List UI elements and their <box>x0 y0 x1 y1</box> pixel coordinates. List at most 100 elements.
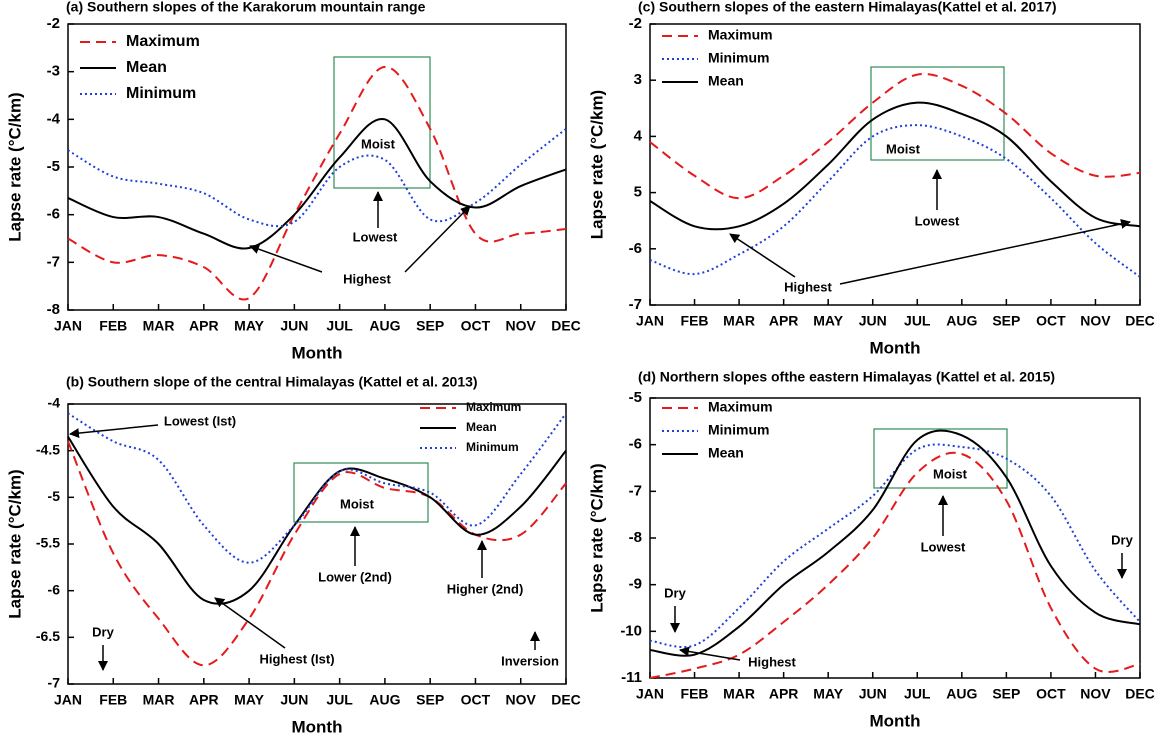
y-tick-label: -5 <box>47 158 60 175</box>
x-axis-label: Month <box>292 343 343 362</box>
x-tick-label: SEP <box>416 318 444 334</box>
legend-label: Mean <box>708 445 744 461</box>
x-tick-label: SEP <box>992 313 1020 329</box>
x-tick-label: JAN <box>636 686 664 702</box>
annotation: Moist <box>933 466 968 481</box>
arrow <box>729 233 796 278</box>
y-tick-label: -5 <box>48 488 61 504</box>
x-tick-label: NOV <box>1080 686 1111 702</box>
series-line <box>649 101 1141 231</box>
y-tick-label: -6 <box>47 206 60 223</box>
x-tick-label: SEP <box>416 692 444 708</box>
y-tick-label: -8 <box>47 301 60 318</box>
x-tick-label: JUN <box>280 318 308 334</box>
series-line <box>649 429 1141 657</box>
y-tick-label: -7 <box>47 253 60 270</box>
x-tick-label: DEC <box>551 692 581 708</box>
annotation: Lowest <box>353 229 398 244</box>
arrow <box>404 205 471 273</box>
series-line <box>67 412 567 564</box>
x-tick-label: JUL <box>904 686 931 702</box>
arrow <box>249 244 323 273</box>
series-line <box>67 128 567 228</box>
legend-label: Minimum <box>708 50 769 66</box>
x-tick-label: MAR <box>143 318 175 334</box>
x-tick-label: AUG <box>369 692 400 708</box>
y-tick-label: -4.5 <box>36 441 60 457</box>
x-tick-label: APR <box>189 692 219 708</box>
x-tick-label: NOV <box>1080 313 1111 329</box>
legend-label: Mean <box>126 59 167 76</box>
x-tick-label: OCT <box>461 692 491 708</box>
x-tick-label: JAN <box>54 318 82 334</box>
arrow <box>214 597 286 649</box>
y-tick-label: -2 <box>629 15 642 32</box>
series-line <box>649 443 1141 649</box>
x-tick-label: FEB <box>99 318 127 334</box>
legend-label: Minimum <box>708 422 769 438</box>
y-tick-label: -3 <box>47 63 60 80</box>
annotation: Lowest <box>915 213 960 228</box>
series-line <box>67 436 567 605</box>
x-tick-label: AUG <box>946 686 977 702</box>
x-tick-label: JUL <box>326 692 353 708</box>
x-tick-label: APR <box>769 313 799 329</box>
y-tick-label: -4 <box>47 110 61 127</box>
y-tick-label: -6 <box>48 581 61 597</box>
y-tick-label: -5.5 <box>36 535 60 551</box>
x-tick-label: JUN <box>859 686 887 702</box>
legend-label: Maximum <box>126 33 200 50</box>
x-tick-label: OCT <box>461 318 491 334</box>
x-tick-label: MAY <box>813 686 843 702</box>
x-tick-label: OCT <box>1036 313 1066 329</box>
x-tick-label: AUG <box>946 313 977 329</box>
legend-label: Maximum <box>466 400 521 414</box>
x-tick-label: OCT <box>1036 686 1066 702</box>
annotation: Lowest <box>921 539 966 554</box>
x-tick-label: APR <box>769 686 799 702</box>
arrow <box>839 218 1131 285</box>
annotation: Moist <box>340 496 375 511</box>
x-tick-label: JAN <box>54 692 82 708</box>
moist-box <box>870 66 1005 161</box>
arrow <box>679 646 741 661</box>
y-tick-label: -5 <box>629 389 642 406</box>
chart-title: (c) Southern slopes of the eastern Himal… <box>638 0 1057 15</box>
y-tick-label: -11 <box>621 669 642 686</box>
chart-title: (a) Southern slopes of the Karakorum mou… <box>66 0 426 15</box>
x-tick-label: JAN <box>636 313 664 329</box>
legend-label: Mean <box>708 73 744 89</box>
x-tick-label: FEB <box>681 313 709 329</box>
x-tick-label: FEB <box>99 692 127 708</box>
y-tick-label: -6.5 <box>36 628 60 644</box>
x-tick-label: SEP <box>992 686 1020 702</box>
x-axis-label: Month <box>292 717 343 736</box>
x-tick-label: MAY <box>234 692 264 708</box>
legend-label: Maximum <box>708 27 773 43</box>
x-tick-label: MAR <box>723 686 755 702</box>
annotation: Highest <box>784 279 832 294</box>
moist-box <box>333 56 431 189</box>
chart-title: (b) Southern slope of the central Himala… <box>66 374 478 390</box>
annotation: Lowest (Ist) <box>164 413 236 428</box>
y-tick-label: 3 <box>634 71 642 88</box>
plot-frame <box>649 23 1141 306</box>
y-tick-label: -2 <box>47 15 60 32</box>
y-axis-label: Lapse rate (°C/km) <box>587 463 606 612</box>
x-tick-label: MAY <box>234 318 264 334</box>
arrow <box>69 424 159 439</box>
annotation: Highest (Ist) <box>259 651 334 666</box>
legend-label: Maximum <box>708 399 773 415</box>
annotation: Higher (2nd) <box>447 581 524 596</box>
x-tick-label: JUN <box>859 313 887 329</box>
annotation: Highest <box>748 654 796 669</box>
y-tick-label: -7 <box>48 675 61 691</box>
x-tick-label: FEB <box>681 686 709 702</box>
annotation: Moist <box>886 141 921 156</box>
x-tick-label: DEC <box>1125 313 1155 329</box>
x-tick-label: APR <box>189 318 219 334</box>
y-tick-label: -8 <box>629 529 642 546</box>
x-tick-label: JUL <box>904 313 931 329</box>
annotation: Moist <box>361 136 396 151</box>
x-axis-label: Month <box>870 338 921 357</box>
